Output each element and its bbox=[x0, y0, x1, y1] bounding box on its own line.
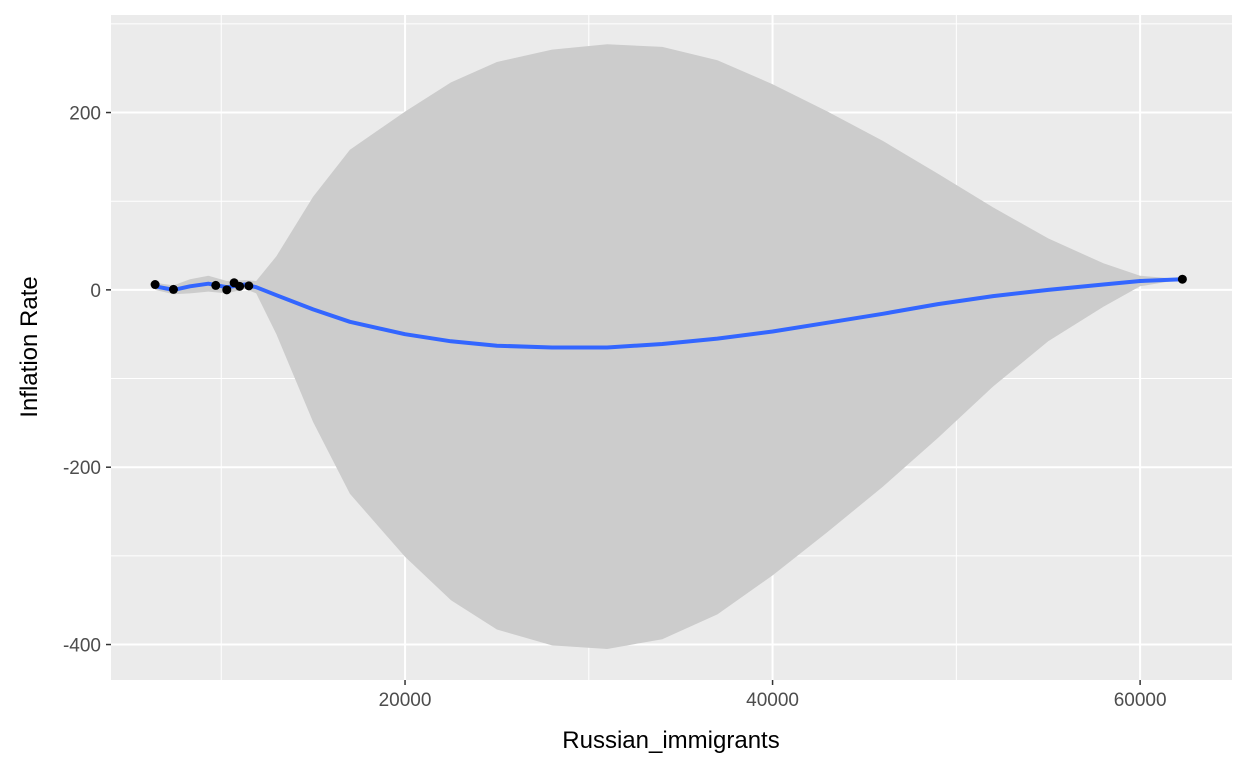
y-tick-label: -400 bbox=[63, 636, 101, 657]
data-point bbox=[150, 280, 160, 290]
y-tick-label: 0 bbox=[90, 281, 101, 302]
data-point bbox=[244, 281, 254, 291]
data-point bbox=[211, 280, 221, 290]
y-tick-label: -200 bbox=[63, 458, 101, 479]
data-point bbox=[1177, 274, 1187, 284]
confidence-ribbon bbox=[155, 44, 1183, 650]
points-layer bbox=[150, 274, 1187, 295]
x-tick-label: 60000 bbox=[1114, 690, 1167, 711]
data-point bbox=[222, 285, 232, 295]
y-axis-ticks: -400 -200 0 200 bbox=[63, 104, 111, 657]
y-axis-title: Inflation Rate bbox=[16, 276, 43, 417]
x-axis-ticks: 20000 40000 60000 bbox=[379, 680, 1167, 711]
data-point bbox=[235, 281, 245, 291]
x-tick-label: 20000 bbox=[379, 690, 432, 711]
x-tick-label: 40000 bbox=[746, 690, 799, 711]
y-tick-label: 200 bbox=[69, 104, 101, 125]
data-point bbox=[168, 284, 178, 294]
x-axis-title: Russian_immigrants bbox=[562, 727, 779, 754]
